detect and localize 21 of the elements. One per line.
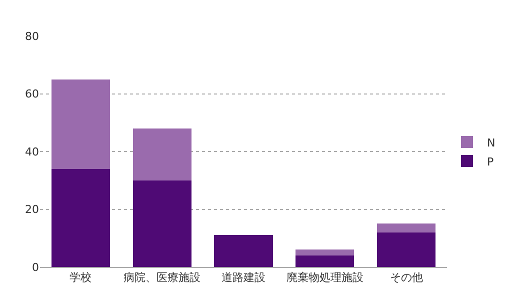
- x-tick-label: 道路建設: [222, 271, 266, 284]
- y-tick-label: 60: [25, 88, 39, 101]
- y-tick-label: 80: [25, 30, 39, 43]
- x-tick-label: 病院、医療施設: [124, 271, 201, 284]
- x-tick-label: 学校: [70, 271, 92, 284]
- y-tick-label: 0: [32, 260, 39, 274]
- x-tick-label: 廃棄物処理施設: [286, 271, 364, 284]
- y-tick-label: 40: [25, 145, 39, 158]
- legend-label: P: [487, 155, 494, 168]
- bar: [51, 168, 110, 267]
- bar: [377, 224, 436, 232]
- bar: [214, 235, 273, 267]
- bar: [132, 128, 192, 180]
- legend-label: N: [487, 136, 496, 150]
- bar: [296, 250, 354, 256]
- bar: [296, 255, 354, 267]
- y-tick-label: 20: [25, 203, 39, 216]
- bar: [377, 232, 436, 267]
- bar: [51, 79, 110, 169]
- x-tick-label: その他: [390, 271, 423, 284]
- bar: [132, 180, 192, 267]
